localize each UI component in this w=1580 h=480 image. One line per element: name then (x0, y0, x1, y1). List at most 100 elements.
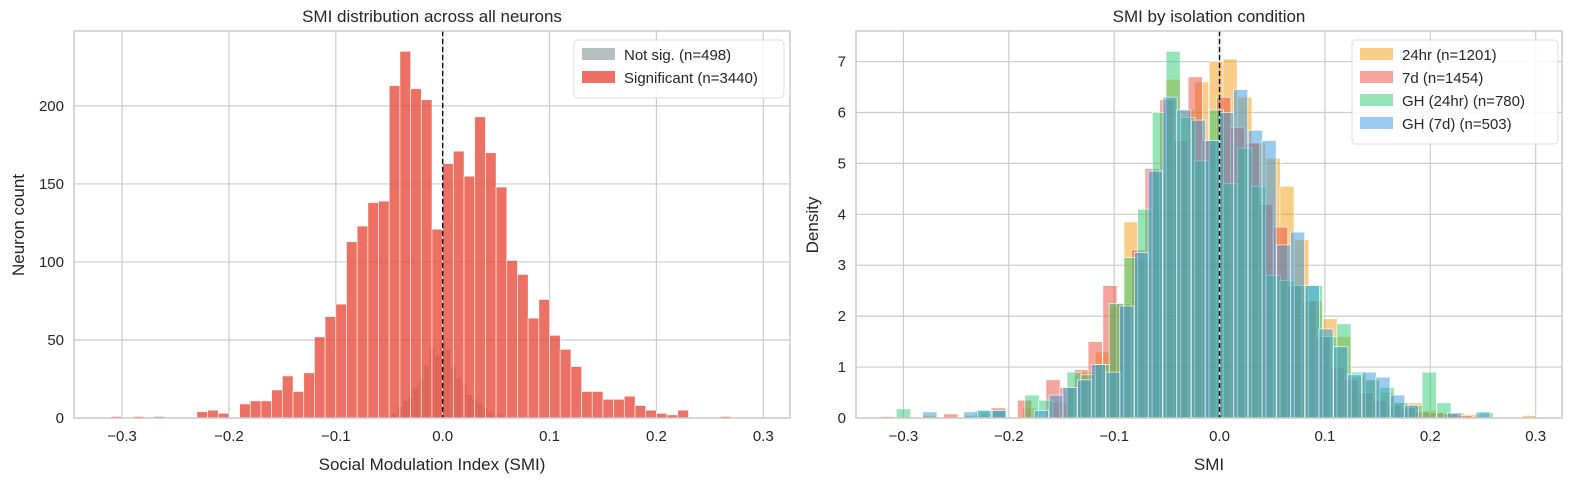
right-chart-title: SMI by isolation condition (1113, 7, 1306, 26)
legend-label: 24hr (n=1201) (1402, 47, 1497, 64)
histogram-bar (570, 366, 583, 419)
y-tick-label: 0 (56, 410, 64, 427)
left-y-axis-label: Neuron count (9, 174, 28, 276)
histogram-bar (1403, 404, 1419, 419)
histogram-bar (1247, 129, 1263, 419)
histogram-bar (506, 259, 518, 419)
legend-swatch (1360, 117, 1393, 129)
histogram-bar (335, 303, 347, 419)
histogram-bar (249, 400, 262, 419)
histogram-bar (1346, 374, 1362, 419)
histogram-bar (1077, 379, 1093, 419)
x-tick-label: −0.1 (1099, 428, 1129, 445)
x-tick-label: 0.1 (539, 428, 560, 445)
histogram-bar (378, 200, 390, 419)
legend-swatch (1360, 48, 1393, 60)
histogram-bar (367, 202, 380, 419)
histogram-bar (207, 409, 219, 419)
x-tick-label: −0.2 (994, 428, 1024, 445)
histogram-bar (1361, 371, 1377, 419)
histogram-bar (559, 348, 572, 419)
x-tick-label: −0.3 (107, 428, 137, 445)
histogram-bar (1090, 364, 1106, 419)
histogram-bar (1375, 376, 1391, 419)
legend-swatch (1360, 71, 1393, 83)
histogram-bar (1475, 411, 1491, 419)
histogram-bar (484, 152, 497, 419)
y-tick-label: 5 (838, 155, 846, 172)
left-x-axis-label: Social Modulation Index (SMI) (319, 455, 546, 474)
legend-swatch (1360, 94, 1393, 106)
right-x-tick-labels: −0.3 −0.2 −0.1 0.0 0.1 0.2 0.3 (889, 428, 1546, 445)
left-chart-title: SMI distribution across all neurons (302, 7, 562, 26)
histogram-bar (1048, 394, 1064, 419)
left-x-tick-labels: −0.3 −0.2 −0.1 0.0 0.1 0.2 0.3 (107, 428, 773, 445)
histogram-bar (677, 409, 689, 419)
histogram-bar (1219, 112, 1235, 419)
y-tick-label: 7 (838, 54, 846, 71)
left-legend: Not sig. (n=498) Significant (n=3440) (573, 39, 785, 99)
histogram-bar (495, 186, 508, 419)
y-tick-label: 4 (838, 206, 846, 223)
histogram-bar (281, 375, 294, 419)
histogram-bar (1176, 109, 1192, 419)
legend-label: GH (24hr) (n=780) (1402, 93, 1525, 110)
histogram-bar (356, 225, 369, 419)
histogram-bar (1318, 328, 1334, 419)
histogram-bar (324, 316, 337, 419)
histogram-bar (963, 411, 979, 419)
x-tick-label: 0.2 (1420, 428, 1441, 445)
left-plot-frame (73, 30, 791, 419)
legend-label: 7d (n=1454) (1402, 70, 1483, 87)
histogram-bar (613, 398, 625, 419)
histogram-bar (517, 274, 529, 419)
histogram-bar (1447, 412, 1463, 419)
y-tick-label: 50 (47, 332, 64, 349)
histogram-bar (399, 50, 412, 419)
y-tick-label: 200 (39, 98, 64, 115)
y-tick-label: 100 (39, 254, 64, 271)
histogram-bar (420, 99, 433, 419)
y-tick-label: 150 (39, 176, 64, 193)
histogram-bar (591, 391, 604, 419)
histogram-bar (239, 403, 251, 419)
y-tick-label: 6 (838, 104, 846, 121)
right-y-tick-labels: 0 1 2 3 4 5 6 7 (838, 54, 846, 427)
histogram-bar (410, 88, 422, 419)
left-axes: −0.3 −0.2 −0.1 0.0 0.1 0.2 0.3 0 50 100 150 200 SM… (9, 7, 791, 474)
histogram-bar (1134, 252, 1150, 419)
histogram-bar (196, 411, 209, 419)
histogram-bar (346, 241, 358, 419)
right-plot-frame (855, 30, 1563, 419)
histogram-bar (1304, 285, 1320, 419)
histogram-bar (1119, 305, 1135, 419)
histogram-bar (1062, 387, 1078, 419)
y-tick-label: 0 (838, 410, 846, 427)
histogram-bar (922, 411, 938, 419)
x-tick-label: 0.0 (1209, 428, 1230, 445)
histogram-bar (1190, 119, 1206, 419)
histogram-bar (581, 391, 593, 419)
x-tick-label: 0.2 (646, 428, 667, 445)
histogram-bar (388, 85, 401, 419)
histogram-bar (634, 405, 647, 419)
histogram-bar (313, 336, 326, 419)
right-x-axis-label: SMI (1194, 455, 1224, 474)
histogram-bar (452, 150, 465, 419)
histogram-bar (1261, 140, 1277, 419)
histogram-bar (1204, 140, 1220, 419)
left-y-tick-labels: 0 50 100 150 200 (39, 98, 64, 427)
histogram-bar (1147, 170, 1163, 419)
legend-swatch (582, 48, 615, 60)
histogram-bar (538, 299, 551, 419)
histogram-bar (303, 372, 315, 419)
histogram-bar (431, 228, 444, 419)
histogram-bar (895, 408, 911, 419)
x-tick-label: 0.0 (432, 428, 453, 445)
histogram-bar (292, 391, 305, 419)
histogram-bar (1421, 371, 1437, 419)
right-bars (880, 50, 1537, 419)
y-tick-label: 3 (838, 257, 846, 274)
x-tick-label: 0.1 (1314, 428, 1335, 445)
